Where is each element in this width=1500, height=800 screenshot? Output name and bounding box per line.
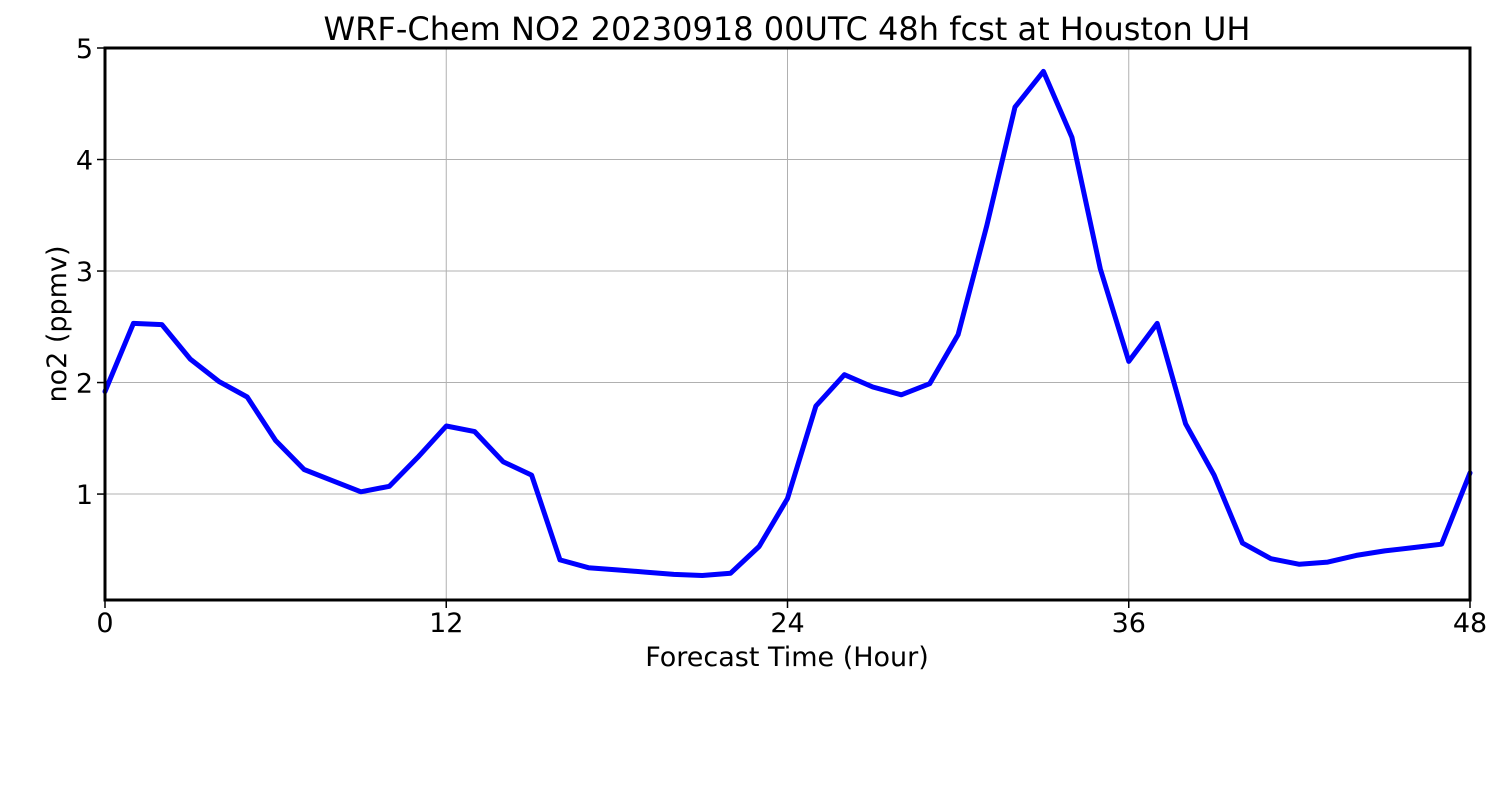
x-tick-label: 36: [1112, 608, 1146, 639]
y-tick-label: 3: [76, 257, 93, 288]
y-tick-label: 4: [76, 146, 93, 177]
x-tick-label: 48: [1453, 608, 1487, 639]
x-tick-label: 12: [429, 608, 463, 639]
y-axis-label: no2 (ppmv): [42, 245, 73, 402]
y-tick-labels: 1 2 3 4 5: [76, 34, 105, 511]
x-axis-label: Forecast Time (Hour): [645, 642, 929, 673]
chart-title: WRF-Chem NO2 20230918 00UTC 48h fcst at …: [324, 10, 1251, 48]
y-tick-label: 1: [76, 480, 93, 511]
no2-series-line: [102, 68, 1473, 578]
grid-lines: [104, 47, 1471, 600]
x-tick-label: 0: [96, 608, 113, 639]
x-tick-label: 24: [770, 608, 804, 639]
y-tick-label: 5: [76, 34, 93, 65]
data-series: [102, 68, 1473, 578]
y-tick-label: 2: [76, 369, 93, 400]
x-tick-labels: 0 12 24 36 48: [96, 600, 1487, 639]
